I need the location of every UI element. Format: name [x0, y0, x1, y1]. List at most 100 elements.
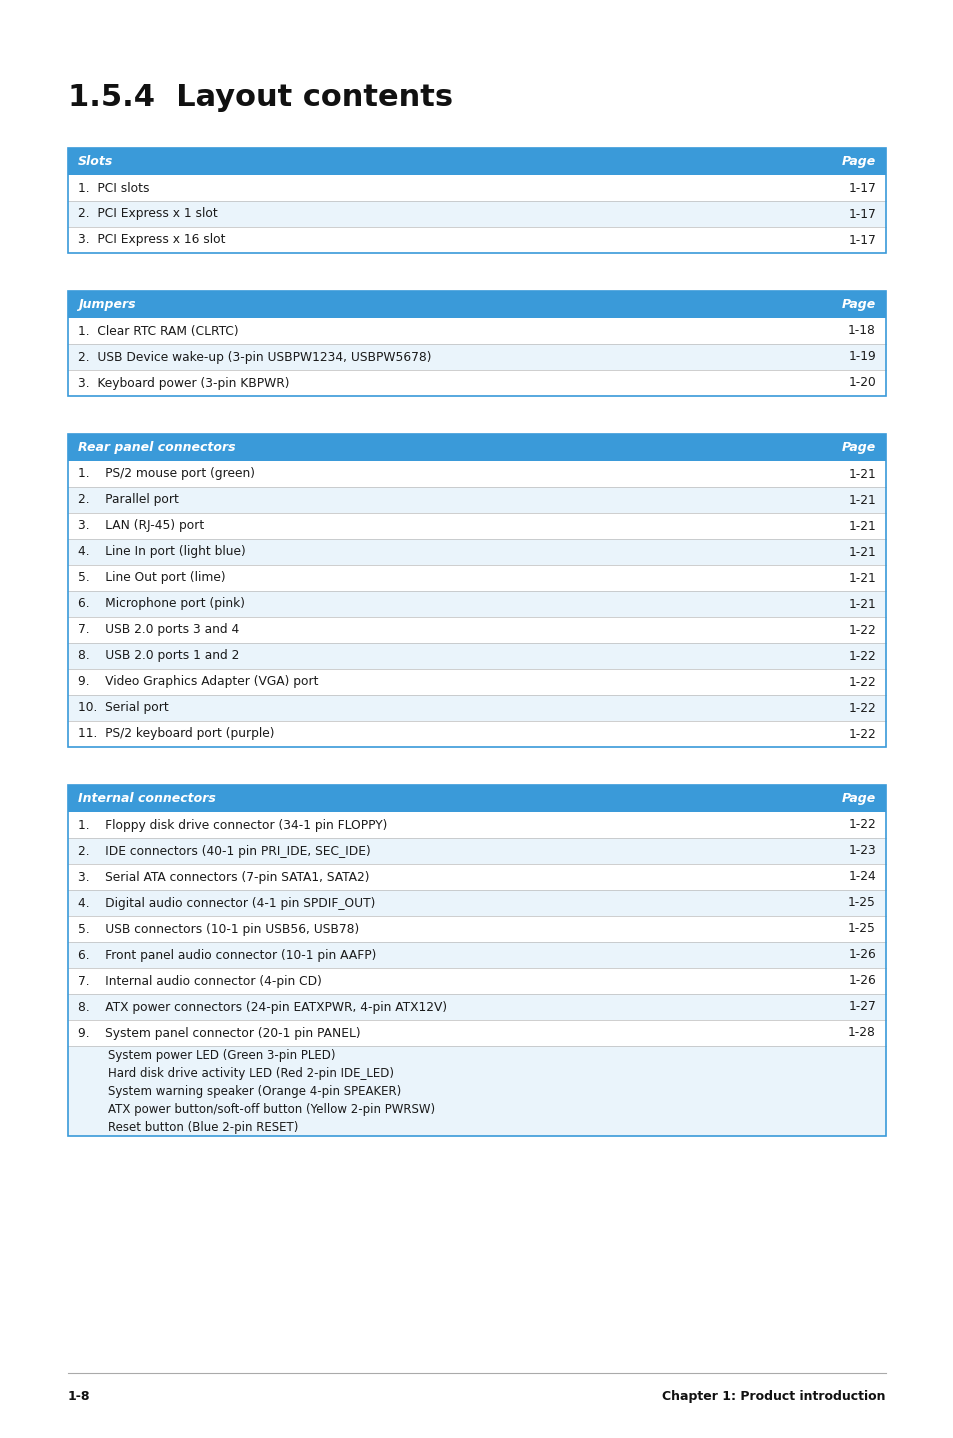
- Bar: [68, 290, 885, 318]
- Bar: [68, 434, 885, 462]
- Text: Page: Page: [841, 441, 875, 454]
- Text: Jumpers: Jumpers: [78, 298, 135, 311]
- Text: 1-28: 1-28: [847, 1027, 875, 1040]
- Text: 1.  PCI slots: 1. PCI slots: [78, 181, 150, 194]
- Text: 1-21: 1-21: [847, 571, 875, 584]
- Text: 3.    Serial ATA connectors (7-pin SATA1, SATA2): 3. Serial ATA connectors (7-pin SATA1, S…: [78, 870, 369, 883]
- Bar: [68, 148, 885, 253]
- Text: 6.    Microphone port (pink): 6. Microphone port (pink): [78, 598, 245, 611]
- Bar: [68, 148, 885, 175]
- Bar: [68, 785, 885, 1136]
- Text: System warning speaker (Orange 4-pin SPEAKER): System warning speaker (Orange 4-pin SPE…: [78, 1084, 401, 1097]
- Bar: [68, 643, 885, 669]
- Text: 1-23: 1-23: [847, 844, 875, 857]
- Text: 2.    Parallel port: 2. Parallel port: [78, 493, 179, 506]
- Text: 5.    Line Out port (lime): 5. Line Out port (lime): [78, 571, 226, 584]
- Bar: [68, 591, 885, 617]
- Text: 1-21: 1-21: [847, 519, 875, 532]
- Text: 4.    Digital audio connector (4-1 pin SPDIF_OUT): 4. Digital audio connector (4-1 pin SPDI…: [78, 896, 375, 909]
- Text: 9.    Video Graphics Adapter (VGA) port: 9. Video Graphics Adapter (VGA) port: [78, 676, 318, 689]
- Text: 1-19: 1-19: [847, 351, 875, 364]
- Text: 9.    System panel connector (20-1 pin PANEL): 9. System panel connector (20-1 pin PANE…: [78, 1027, 360, 1040]
- Bar: [68, 227, 885, 253]
- Text: System power LED (Green 3-pin PLED): System power LED (Green 3-pin PLED): [78, 1048, 335, 1061]
- Text: 6.    Front panel audio connector (10-1 pin AAFP): 6. Front panel audio connector (10-1 pin…: [78, 949, 376, 962]
- Text: 3.    LAN (RJ-45) port: 3. LAN (RJ-45) port: [78, 519, 204, 532]
- Text: 1-22: 1-22: [847, 702, 875, 715]
- Text: 1-8: 1-8: [68, 1391, 91, 1403]
- Text: 11.  PS/2 keyboard port (purple): 11. PS/2 keyboard port (purple): [78, 728, 274, 741]
- Bar: [68, 720, 885, 746]
- Bar: [68, 539, 885, 565]
- Text: ATX power button/soft-off button (Yellow 2-pin PWRSW): ATX power button/soft-off button (Yellow…: [78, 1103, 435, 1116]
- Text: 1-22: 1-22: [847, 818, 875, 831]
- Text: 1-22: 1-22: [847, 728, 875, 741]
- Text: 1-21: 1-21: [847, 467, 875, 480]
- Bar: [68, 812, 885, 838]
- Text: 1-24: 1-24: [847, 870, 875, 883]
- Text: 1.5.4  Layout contents: 1.5.4 Layout contents: [68, 83, 453, 112]
- Text: 1.    Floppy disk drive connector (34-1 pin FLOPPY): 1. Floppy disk drive connector (34-1 pin…: [78, 818, 387, 831]
- Text: Internal connectors: Internal connectors: [78, 792, 215, 805]
- Bar: [68, 344, 885, 370]
- Text: 2.    IDE connectors (40-1 pin PRI_IDE, SEC_IDE): 2. IDE connectors (40-1 pin PRI_IDE, SEC…: [78, 844, 371, 857]
- Text: 2.  PCI Express x 1 slot: 2. PCI Express x 1 slot: [78, 207, 217, 220]
- Bar: [68, 864, 885, 890]
- Text: 1-22: 1-22: [847, 624, 875, 637]
- Bar: [68, 175, 885, 201]
- Bar: [68, 994, 885, 1020]
- Bar: [68, 370, 885, 395]
- Bar: [68, 201, 885, 227]
- Text: 1-22: 1-22: [847, 676, 875, 689]
- Bar: [68, 916, 885, 942]
- Bar: [68, 318, 885, 344]
- Text: Reset button (Blue 2-pin RESET): Reset button (Blue 2-pin RESET): [78, 1120, 298, 1133]
- Text: 1-27: 1-27: [847, 1001, 875, 1014]
- Text: Rear panel connectors: Rear panel connectors: [78, 441, 235, 454]
- Bar: [68, 890, 885, 916]
- Text: Page: Page: [841, 155, 875, 168]
- Text: 1.  Clear RTC RAM (CLRTC): 1. Clear RTC RAM (CLRTC): [78, 325, 238, 338]
- Text: 8.    ATX power connectors (24-pin EATXPWR, 4-pin ATX12V): 8. ATX power connectors (24-pin EATXPWR,…: [78, 1001, 447, 1014]
- Text: 4.    Line In port (light blue): 4. Line In port (light blue): [78, 545, 246, 558]
- Bar: [68, 617, 885, 643]
- Text: 1-25: 1-25: [847, 896, 875, 909]
- Bar: [68, 669, 885, 695]
- Bar: [68, 1020, 885, 1045]
- Text: 8.    USB 2.0 ports 1 and 2: 8. USB 2.0 ports 1 and 2: [78, 650, 239, 663]
- Text: 2.  USB Device wake-up (3-pin USBPW1234, USBPW5678): 2. USB Device wake-up (3-pin USBPW1234, …: [78, 351, 431, 364]
- Text: 1-17: 1-17: [847, 181, 875, 194]
- Text: 5.    USB connectors (10-1 pin USB56, USB78): 5. USB connectors (10-1 pin USB56, USB78…: [78, 923, 359, 936]
- Bar: [68, 1045, 885, 1136]
- Bar: [68, 695, 885, 720]
- Bar: [68, 785, 885, 812]
- Bar: [68, 487, 885, 513]
- Text: 1-25: 1-25: [847, 923, 875, 936]
- Text: 7.    USB 2.0 ports 3 and 4: 7. USB 2.0 ports 3 and 4: [78, 624, 239, 637]
- Text: 1-26: 1-26: [847, 975, 875, 988]
- Text: Page: Page: [841, 298, 875, 311]
- Bar: [68, 513, 885, 539]
- Text: Page: Page: [841, 792, 875, 805]
- Bar: [68, 434, 885, 746]
- Text: 1-21: 1-21: [847, 598, 875, 611]
- Bar: [68, 968, 885, 994]
- Text: 1-22: 1-22: [847, 650, 875, 663]
- Text: 1.    PS/2 mouse port (green): 1. PS/2 mouse port (green): [78, 467, 254, 480]
- Bar: [68, 565, 885, 591]
- Text: 10.  Serial port: 10. Serial port: [78, 702, 169, 715]
- Bar: [68, 942, 885, 968]
- Text: 3.  Keyboard power (3-pin KBPWR): 3. Keyboard power (3-pin KBPWR): [78, 377, 289, 390]
- Text: 1-20: 1-20: [847, 377, 875, 390]
- Text: 1-21: 1-21: [847, 545, 875, 558]
- Text: 1-18: 1-18: [847, 325, 875, 338]
- Text: 1-26: 1-26: [847, 949, 875, 962]
- Text: Slots: Slots: [78, 155, 113, 168]
- Bar: [68, 290, 885, 395]
- Text: Chapter 1: Product introduction: Chapter 1: Product introduction: [661, 1391, 885, 1403]
- Text: 3.  PCI Express x 16 slot: 3. PCI Express x 16 slot: [78, 233, 225, 246]
- Bar: [68, 462, 885, 487]
- Text: Hard disk drive activity LED (Red 2-pin IDE_LED): Hard disk drive activity LED (Red 2-pin …: [78, 1067, 394, 1080]
- Bar: [68, 838, 885, 864]
- Text: 7.    Internal audio connector (4-pin CD): 7. Internal audio connector (4-pin CD): [78, 975, 321, 988]
